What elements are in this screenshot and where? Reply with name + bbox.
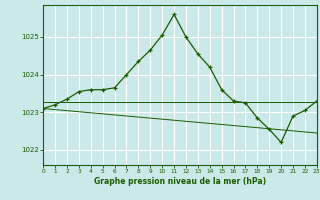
X-axis label: Graphe pression niveau de la mer (hPa): Graphe pression niveau de la mer (hPa): [94, 177, 266, 186]
